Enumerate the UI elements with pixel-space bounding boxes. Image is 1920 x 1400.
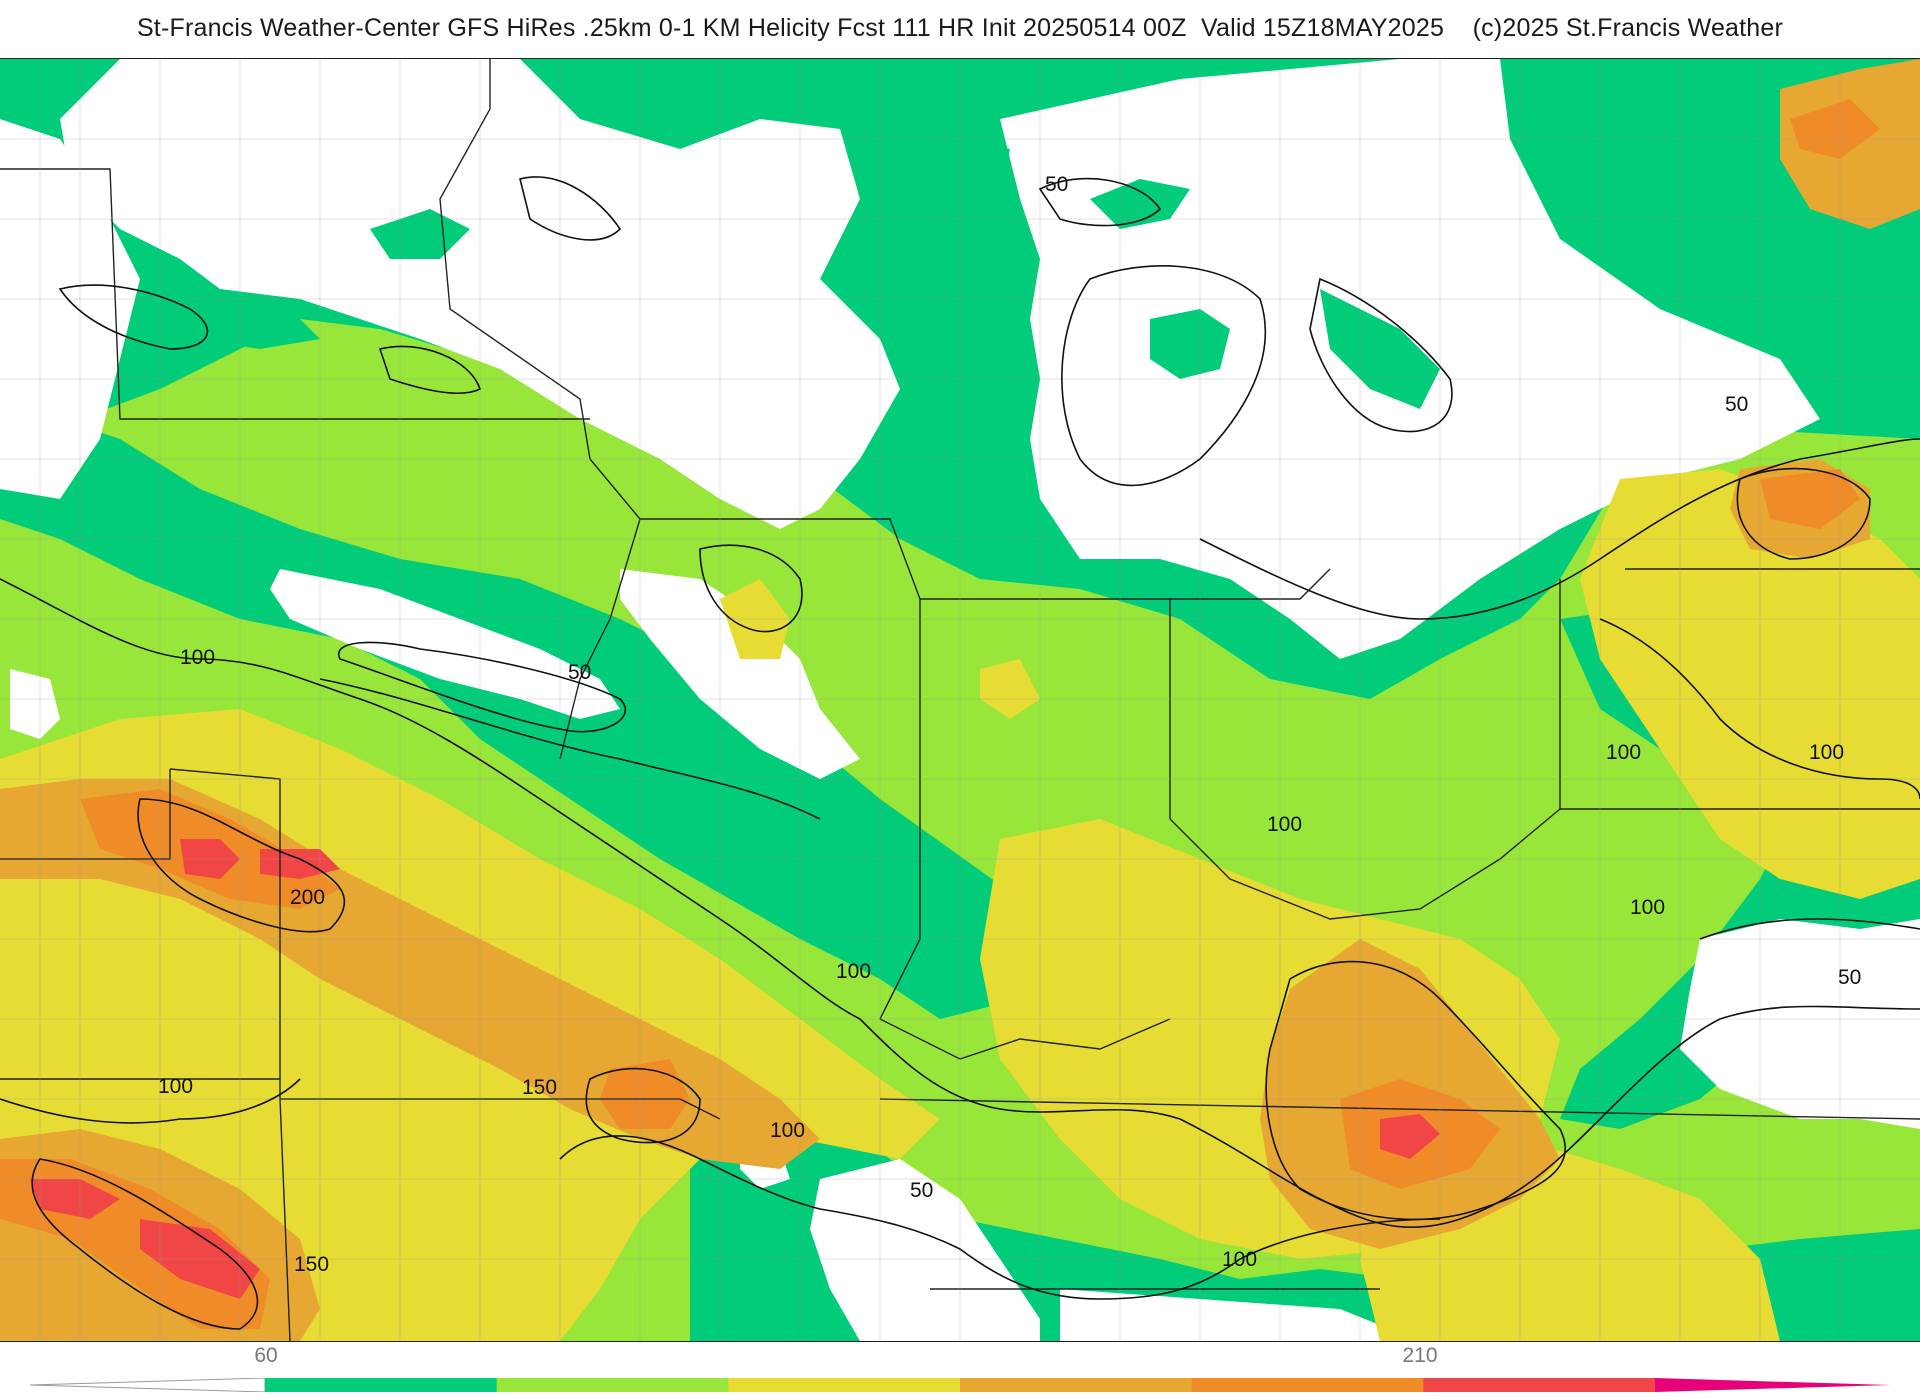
contour-label: 100 bbox=[1630, 896, 1665, 919]
contour-labels: 50 50 50 50 50 100 100 100 100 100 100 1… bbox=[158, 173, 1861, 1276]
contour-label: 100 bbox=[1267, 813, 1302, 836]
colorbar-cell bbox=[265, 1378, 498, 1392]
contour-label: 50 bbox=[910, 1179, 933, 1202]
contour-label: 150 bbox=[294, 1253, 329, 1276]
colorbar bbox=[30, 1378, 1890, 1392]
colorbar-label-high: 210 bbox=[1402, 1344, 1438, 1367]
colorbar-cell bbox=[960, 1378, 1193, 1392]
colorbar-cell bbox=[728, 1378, 961, 1392]
state-boundaries bbox=[0, 59, 1920, 1341]
contour-label: 100 bbox=[770, 1119, 805, 1142]
colorbar-left-arrow bbox=[30, 1378, 266, 1392]
contour-label: 100 bbox=[836, 960, 871, 983]
colorbar-cell bbox=[496, 1378, 729, 1392]
contour-label: 50 bbox=[568, 661, 591, 684]
contour-label: 50 bbox=[1725, 393, 1748, 416]
contour-label: 100 bbox=[158, 1075, 193, 1098]
contour-label: 100 bbox=[1809, 741, 1844, 764]
colorbar-right-arrow bbox=[1655, 1378, 1890, 1392]
helicity-contours bbox=[0, 176, 1920, 1330]
colorbar-cells bbox=[265, 1378, 1656, 1392]
county-grid bbox=[0, 59, 1920, 1341]
contour-label: 100 bbox=[180, 646, 215, 669]
contour-label: 150 bbox=[522, 1076, 557, 1099]
contour-label: 200 bbox=[290, 886, 325, 909]
colorbar-cell bbox=[1191, 1378, 1424, 1392]
contour-label: 100 bbox=[1222, 1248, 1257, 1271]
helicity-map[interactable]: 50 50 50 50 50 100 100 100 100 100 100 1… bbox=[0, 58, 1920, 1342]
colorbar-label-low: 60 bbox=[254, 1344, 278, 1367]
contour-label: 100 bbox=[1606, 741, 1641, 764]
colorbar-cell bbox=[1423, 1378, 1656, 1392]
contour-label: 50 bbox=[1838, 966, 1861, 989]
contour-label: 50 bbox=[1045, 173, 1068, 196]
map-title: St-Francis Weather-Center GFS HiRes .25k… bbox=[136, 14, 1784, 42]
